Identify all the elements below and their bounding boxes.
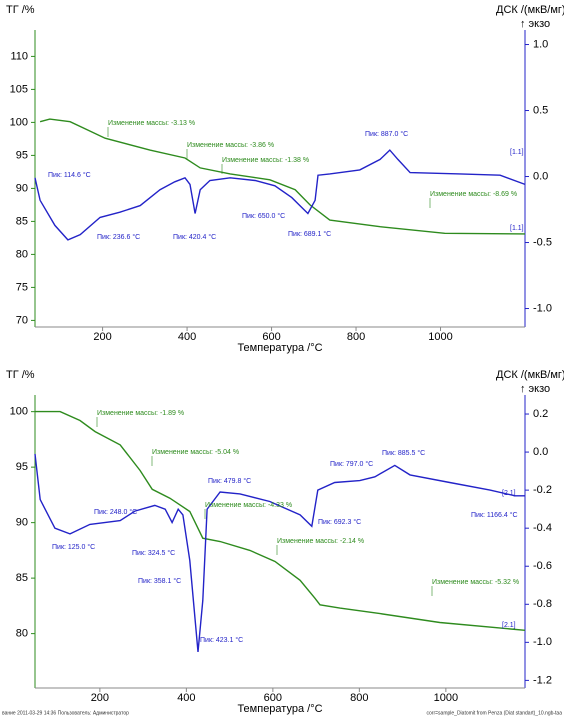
mass-change-label: Изменение массы: -3.13 % [108,120,195,127]
peak-label: Пик: 420.4 °C [173,233,216,241]
peak-label: Пик: 692.3 °C [318,518,361,526]
mass-change-label: Изменение массы: -5.04 % [152,449,239,456]
y2-tick-label: -0.2 [533,484,552,496]
peak-label: Пик: 479.8 °C [208,477,251,485]
y2-axis-label: ДСК /(мкВ/мг) [496,369,564,381]
x-tick-label: 1000 [434,692,458,704]
y2-tick-label: 0.2 [533,408,548,420]
peak-label: [2.1] [502,622,516,629]
y2-tick-label: -0.5 [533,236,552,248]
mass-change-label: Изменение массы: -3.86 % [187,142,274,149]
y2-tick-label: -0.4 [533,522,552,534]
exo-label: ↑ экзо [520,18,550,30]
y2-tick-label: -1.0 [533,636,552,648]
y-tick-label: 100 [10,406,28,418]
y-tick-label: 80 [16,248,28,260]
footer-right: corr=sample_Diatomit from Penza (Diat st… [427,710,563,716]
y-tick-label: 95 [16,149,28,161]
mass-change-label: Изменение массы: -5.32 % [432,579,519,586]
peak-label: [2.1] [502,490,516,497]
peak-label: Пик: 650.0 °C [242,212,285,220]
peak-label: Пик: 885.5 °C [382,449,425,457]
mass-change-label: Изменение массы: -4.33 % [205,502,292,509]
mass-change-label: Изменение массы: -1.38 % [222,157,309,164]
peak-label: Пик: 689.1 °C [288,230,331,238]
y2-tick-label: 0.0 [533,170,548,182]
x-tick-label: 200 [93,331,111,343]
peak-label: [1.1] [510,149,524,156]
y-tick-label: 85 [16,572,28,584]
peak-label: Пик: 358.1 °C [138,577,181,585]
y2-tick-label: -0.8 [533,598,552,610]
y-tick-label: 95 [16,461,28,473]
mass-change-label: Изменение массы: -2.14 % [277,538,364,545]
y-axis-label: ТГ /% [6,369,35,381]
x-tick-label: 1000 [428,331,452,343]
y-tick-label: 90 [16,182,28,194]
exo-label: ↑ экзо [520,383,550,395]
peak-label: Пик: 114.6 °C [48,171,91,179]
y2-tick-label: -1.2 [533,674,552,686]
y2-tick-label: 0.5 [533,104,548,116]
peak-label: Пик: 797.0 °C [330,460,373,468]
x-tick-label: 800 [350,692,368,704]
y-tick-label: 80 [16,628,28,640]
x-tick-label: 800 [347,331,365,343]
series-line [34,453,525,652]
peak-label: Пик: 236.6 °C [97,233,140,241]
x-tick-label: 600 [264,692,282,704]
series-line [35,410,526,631]
x-axis-label: Температура /°C [237,703,322,715]
y-tick-label: 85 [16,215,28,227]
y-tick-label: 110 [10,50,28,62]
footer-left: вание 2011-03-29 14:36 Пользователь: Адм… [2,710,129,716]
y-tick-label: 100 [10,116,28,128]
y-tick-label: 70 [16,314,28,326]
y-axis-label: ТГ /% [6,4,35,16]
y2-tick-label: -1.0 [533,302,552,314]
x-axis-label: Температура /°C [237,342,322,354]
peak-label: Пик: 423.1 °C [200,636,243,644]
peak-label: Пик: 1166.4 °C [471,511,518,519]
x-tick-label: 400 [178,331,196,343]
y-tick-label: 105 [10,83,28,95]
y-tick-label: 90 [16,517,28,529]
y2-tick-label: 0.0 [533,446,548,458]
x-tick-label: 600 [262,331,280,343]
peak-label: [1.1] [510,225,524,232]
mass-change-label: Изменение массы: -8.69 % [430,191,517,198]
peak-label: Пик: 324.5 °C [132,549,175,557]
peak-label: Пик: 125.0 °C [52,543,95,551]
series-line [34,149,526,241]
series-line [39,118,526,235]
peak-label: Пик: 887.0 °C [365,130,408,138]
x-tick-label: 200 [91,692,109,704]
peak-label: Пик: 248.0 °C [94,508,137,516]
y2-tick-label: 1.0 [533,38,548,50]
mass-change-label: Изменение массы: -1.89 % [97,410,184,417]
y2-axis-label: ДСК /(мкВ/мг) [496,4,564,16]
x-tick-label: 400 [177,692,195,704]
y2-tick-label: -0.6 [533,560,552,572]
y-tick-label: 75 [16,281,28,293]
